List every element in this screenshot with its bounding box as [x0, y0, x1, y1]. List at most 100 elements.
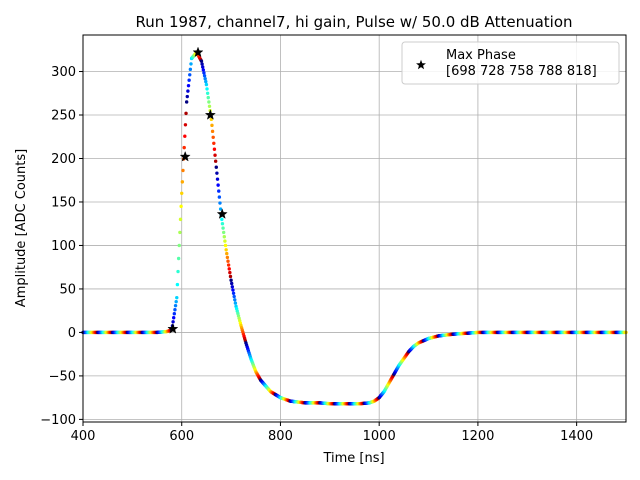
- max-phase-markers: [167, 46, 228, 334]
- waveform-point: [202, 74, 207, 78]
- legend-box: [401, 41, 620, 85]
- waveform-point: [225, 251, 229, 256]
- waveform-point: [180, 180, 185, 184]
- waveform-point: [225, 255, 230, 260]
- waveform-point: [179, 204, 183, 209]
- waveform-point: [183, 123, 188, 127]
- x-tick-label: 400: [71, 429, 96, 444]
- waveform-point: [182, 145, 186, 150]
- max-phase-point: [204, 109, 216, 120]
- chart-title: Run 1987, channel7, hi gain, Pulse w/ 50…: [135, 13, 572, 31]
- waveform-point: [215, 177, 220, 181]
- waveform-point: [226, 263, 231, 267]
- x-axis-ticks: 400 600 800 1000 1200 1400: [71, 422, 593, 444]
- y-tick-label: 300: [51, 65, 76, 80]
- waveform-point: [171, 320, 175, 324]
- waveform-point: [205, 87, 209, 91]
- y-axis-ticks: −100 −50 0 50 100 150 200 250 300: [40, 65, 83, 428]
- waveform-point: [184, 100, 189, 104]
- waveform-point: [207, 104, 212, 109]
- waveform-point: [188, 67, 193, 72]
- waveform-point: [211, 135, 215, 139]
- waveform-point: [176, 256, 181, 261]
- legend-label-line: Max Phase: [446, 48, 516, 63]
- waveform-point: [178, 230, 182, 235]
- max-phase-point: [216, 208, 228, 219]
- waveform-point: [216, 183, 220, 187]
- waveform-point: [186, 83, 191, 88]
- x-tick-label: 1400: [560, 429, 593, 444]
- y-axis-label: Amplitude [ADC Counts]: [14, 149, 29, 307]
- y-tick-label: 100: [51, 239, 76, 254]
- max-phase-point: [192, 46, 204, 58]
- y-tick-label: 250: [51, 109, 76, 124]
- x-axis-label: Time [ns]: [322, 451, 384, 466]
- y-tick-label: −50: [49, 369, 76, 384]
- legend-star-icon: [416, 59, 426, 70]
- waveform-point: [203, 77, 207, 81]
- y-tick-label: 50: [59, 282, 76, 297]
- waveform-point: [231, 288, 235, 292]
- waveform-point: [217, 195, 222, 199]
- waveform-point: [218, 207, 223, 211]
- x-tick-label: 800: [268, 429, 293, 444]
- waveform-point: [187, 78, 191, 82]
- waveform-point: [183, 134, 187, 138]
- y-tick-label: 0: [68, 326, 76, 341]
- waveform-point: [201, 65, 205, 69]
- y-tick-label: 200: [51, 152, 76, 167]
- waveform-point: [215, 171, 219, 175]
- waveform-point: [213, 159, 218, 163]
- waveform-point: [188, 73, 192, 77]
- max-phase-point: [167, 323, 179, 334]
- waveform-point: [173, 303, 178, 308]
- waveform-point: [172, 316, 176, 320]
- plot-frame: [82, 34, 627, 423]
- waveform-point: [213, 153, 217, 157]
- waveform-point: [210, 123, 214, 128]
- waveform-point: [204, 82, 209, 87]
- x-tick-label: 1200: [461, 429, 494, 444]
- waveform-point: [233, 298, 237, 302]
- waveform-point: [224, 248, 228, 252]
- waveform-point: [181, 168, 185, 173]
- max-phase-point: [179, 150, 191, 162]
- legend: Max Phase [698 728 758 788 818]: [401, 41, 620, 85]
- waveform-point: [206, 95, 210, 100]
- waveform-point: [232, 294, 236, 299]
- waveform-point: [228, 270, 232, 275]
- waveform-point: [176, 269, 180, 274]
- waveform-point: [223, 239, 227, 243]
- waveform-point: [185, 94, 189, 99]
- x-tick-label: 600: [169, 429, 194, 444]
- y-tick-label: 150: [51, 195, 76, 210]
- waveform-point: [212, 147, 217, 151]
- waveform-point: [205, 91, 210, 95]
- waveform-point: [230, 285, 235, 289]
- waveform-point: [201, 68, 206, 72]
- waveform-points: [81, 50, 628, 406]
- waveform-point: [204, 79, 208, 84]
- waveform-point: [220, 217, 224, 222]
- waveform-point: [231, 291, 236, 295]
- waveform-point: [184, 111, 188, 116]
- waveform-point: [175, 282, 180, 287]
- waveform-point: [223, 243, 228, 248]
- waveform-point: [228, 274, 233, 279]
- waveform-point: [173, 308, 177, 312]
- waveform-point: [172, 312, 177, 316]
- waveform-point: [178, 217, 183, 222]
- waveform-point: [230, 281, 234, 286]
- waveform-point: [222, 235, 227, 239]
- legend-label-line: [698 728 758 788 818]: [446, 64, 597, 79]
- waveform-point: [174, 299, 178, 304]
- waveform-point: [217, 189, 221, 193]
- waveform-point: [210, 129, 215, 134]
- y-tick-label: −100: [40, 413, 76, 428]
- waveform-point: [221, 226, 225, 230]
- grid: [82, 35, 626, 422]
- waveform-point: [214, 165, 218, 169]
- waveform-point: [233, 301, 238, 305]
- waveform-point: [189, 62, 193, 66]
